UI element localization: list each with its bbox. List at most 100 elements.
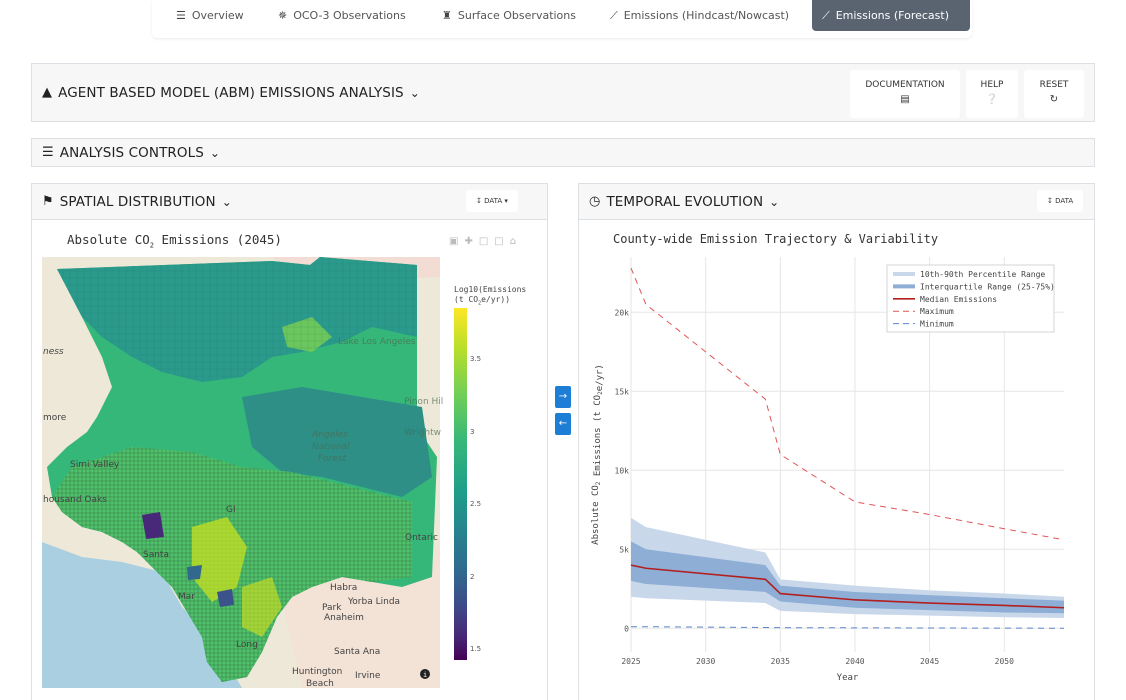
zoom-in-icon[interactable]: □ (478, 236, 495, 247)
camera-icon[interactable]: ▣ (449, 236, 465, 247)
tab-label: Emissions (Forecast) (835, 9, 950, 22)
map-label: ness (43, 347, 64, 357)
line-chart-icon: ⟋ (822, 9, 830, 22)
sliders-icon: ☰ (42, 145, 54, 160)
line-chart-icon: ⟋ (610, 9, 618, 22)
help-button[interactable]: HELP ❔ (966, 70, 1018, 118)
map-label: Yorba Linda (348, 597, 401, 607)
map-label: Pinon Hil (404, 397, 444, 407)
expand-right-button[interactable]: → (555, 386, 571, 408)
low-patch (187, 565, 202, 580)
page-title: AGENT BASED MODEL (ABM) EMISSIONS ANALYS… (58, 84, 404, 101)
map-label: National (312, 442, 350, 452)
y-tick-label: 10k (615, 466, 630, 475)
reset-button[interactable]: RESET ↻ (1024, 70, 1084, 118)
map-label: Anaheim (324, 613, 364, 623)
emission-trajectory-chart[interactable]: 2025 2030 2035 2040 2045 2050 0 5k 10k 15k 20k Year… (580, 250, 1090, 690)
legend-entry: Minimum (920, 320, 954, 329)
question-circle-icon: ❔ (985, 94, 999, 105)
tab-oco3-observations[interactable]: ✵ OCO-3 Observations (268, 0, 416, 31)
map-label: Forest (318, 454, 347, 464)
title-part: Absolute CO (67, 232, 150, 247)
info-glyph: i (423, 671, 427, 679)
line-maximum (630, 267, 1065, 541)
tab-label: Surface Observations (457, 9, 576, 22)
y-axis-title-part: e/yr) (595, 364, 605, 391)
tab-surface-observations[interactable]: ♜ Surface Observations (432, 0, 586, 31)
colorbar-title-line1: Log10(Emissions (454, 285, 527, 294)
low-patch (217, 589, 234, 607)
colorbar-title-line2: (t CO2e/yr)) (454, 295, 526, 309)
spatial-header[interactable]: ⚑ SPATIAL DISTRIBUTION ⌄ (32, 184, 547, 220)
y-tick-label: 5k (619, 545, 629, 554)
band-10th-90th-percentile-range (631, 517, 1064, 619)
temporal-header[interactable]: ◷ TEMPORAL EVOLUTION ⌄ (579, 184, 1094, 220)
y-tick-label: 0 (624, 624, 629, 633)
expand-left-button[interactable]: ← (555, 413, 571, 435)
spatial-data-button[interactable]: ↧ DATA ▾ (466, 190, 518, 212)
emissions-map[interactable]: i (42, 257, 440, 688)
x-tick-label: 2030 (696, 657, 715, 666)
hotspot-south (242, 577, 282, 637)
x-tick-label: 2040 (845, 657, 864, 666)
x-axis-title: Year (837, 673, 859, 683)
low-patch (142, 512, 164, 539)
colorbar-title-part: e/yr)) (481, 295, 511, 304)
abm-header[interactable]: ▲ AGENT BASED MODEL (ABM) EMISSIONS ANAL… (32, 64, 1094, 121)
colorbar-tick: 3.5 (470, 355, 482, 363)
y-tick-label: 20k (615, 308, 630, 317)
title-sub: 2 (149, 241, 155, 250)
chevron-down-icon[interactable]: ⌄ (209, 145, 221, 160)
satellite-icon: ✵ (278, 9, 288, 22)
tab-overview[interactable]: ☰ Overview (166, 0, 254, 31)
colorbar-tick: 3 (470, 428, 475, 436)
y-axis-title-part: 2 (595, 481, 602, 485)
tab-emissions-hindcast[interactable]: ⟋ Emissions (Hindcast/Nowcast) (600, 0, 799, 31)
line-median-emissions (630, 564, 1065, 609)
map-label: Lake Los Angeles (338, 337, 416, 347)
analysis-controls-header[interactable]: ☰ ANALYSIS CONTROLS ⌄ (32, 139, 1094, 166)
documentation-button[interactable]: DOCUMENTATION ▤ (850, 70, 960, 118)
plot-modebar[interactable]: ▣✚□□⌂ (449, 236, 522, 247)
pan-icon[interactable]: ✚ (464, 236, 479, 247)
info-icon[interactable] (420, 669, 430, 679)
reset-label: RESET (1039, 80, 1069, 90)
x-tick-label: 2025 (621, 657, 640, 666)
tract-borders (57, 257, 417, 382)
map-label: Long (236, 640, 258, 650)
colorbar (454, 308, 467, 660)
list-icon: ☰ (176, 9, 186, 22)
legend-entry: Median Emissions (920, 295, 997, 304)
abm-header-panel: ▲ AGENT BASED MODEL (ABM) EMISSIONS ANAL… (31, 63, 1095, 122)
map-label: Simi Valley (70, 460, 120, 470)
title-part: Emissions (2045) (154, 232, 282, 247)
y-axis-title-part: Emissions (t CO (593, 395, 603, 482)
colorbar-title-part: (t CO (454, 295, 479, 304)
tab-label: Emissions (Hindcast/Nowcast) (623, 9, 790, 22)
zoom-out-icon[interactable]: □ (494, 236, 510, 247)
map-label: more (43, 413, 67, 423)
tab-emissions-forecast[interactable]: ⟋ Emissions (Forecast) (812, 0, 970, 31)
map-label: Park (322, 603, 342, 613)
colorbar-title: Log10(Emissions (t CO2e/yr)) (454, 285, 526, 309)
chevron-down-icon[interactable]: ⌄ (409, 85, 420, 100)
chevron-down-icon[interactable]: ⌄ (769, 194, 780, 209)
x-tick-label: 2045 (920, 657, 939, 666)
temporal-data-button[interactable]: ↧ DATA (1037, 190, 1084, 212)
download-icon: ↧ (476, 197, 482, 205)
map-label: Santa Ana (334, 647, 381, 657)
x-tick-label: 2035 (771, 657, 790, 666)
map-label: GI (226, 505, 236, 515)
county-forest (242, 387, 432, 497)
chevron-down-icon[interactable]: ⌄ (221, 194, 232, 209)
documentation-label: DOCUMENTATION (865, 80, 945, 90)
y-axis-title-part: Absolute CO (591, 485, 601, 545)
colorbar-tick: 2.5 (470, 500, 482, 508)
map-label: housand Oaks (43, 495, 107, 505)
top-navigation: ☰ Overview ✵ OCO-3 Observations ♜ Surface O… (152, 0, 972, 38)
area-chart-icon: ▲ (42, 85, 53, 100)
temporal-title: TEMPORAL EVOLUTION (606, 193, 764, 210)
map-label: Ontaric (405, 533, 438, 543)
home-icon[interactable]: ⌂ (509, 236, 523, 247)
file-pdf-icon: ▤ (900, 94, 910, 105)
